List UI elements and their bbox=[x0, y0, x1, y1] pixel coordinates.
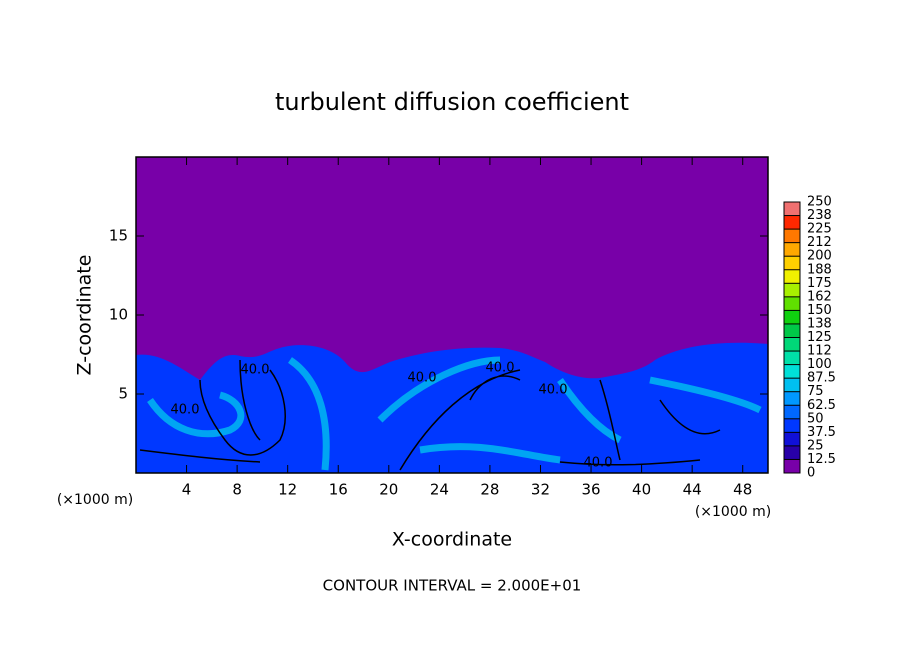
x-tick-label: 40 bbox=[632, 481, 651, 499]
colorbar-label: 162 bbox=[807, 289, 832, 304]
colorbar-label: 37.5 bbox=[807, 425, 836, 440]
contour-line bbox=[139, 359, 721, 471]
colorbar-cell bbox=[784, 378, 800, 392]
x-unit-left: (×1000 m) bbox=[57, 492, 133, 508]
colorbar-label: 138 bbox=[807, 316, 832, 331]
x-tick-label: 48 bbox=[733, 481, 752, 499]
colorbar-label: 12.5 bbox=[807, 452, 836, 467]
contour-label: 40.0 bbox=[539, 383, 568, 398]
x-tick-label: 12 bbox=[278, 481, 297, 499]
colorbar-cell bbox=[784, 310, 800, 324]
colorbar-label: 50 bbox=[807, 411, 824, 426]
colorbar-cell bbox=[784, 296, 800, 311]
y-tick-label: 5 bbox=[118, 385, 128, 403]
colorbar-cell bbox=[784, 242, 800, 257]
chart-title: turbulent diffusion coefficient bbox=[275, 88, 629, 116]
colorbar-cell bbox=[784, 445, 800, 460]
colorbar-cell bbox=[784, 391, 800, 406]
colorbar-label: 112 bbox=[807, 344, 832, 359]
contour-label: 40.0 bbox=[241, 363, 270, 378]
colorbar-label: 0 bbox=[807, 466, 815, 481]
turbulent-streak bbox=[147, 356, 762, 471]
colorbar-cell bbox=[784, 283, 800, 297]
x-axis-label: X-coordinate bbox=[392, 529, 512, 551]
x-tick-label: 36 bbox=[581, 481, 600, 499]
colorbar-label: 175 bbox=[807, 276, 832, 291]
colorbar-label: 125 bbox=[807, 330, 832, 345]
contour-label: 40.0 bbox=[584, 456, 613, 471]
contour-label: 40.0 bbox=[171, 403, 200, 418]
colorbar-cell bbox=[784, 229, 800, 243]
field bbox=[136, 157, 768, 473]
y-tick-label: 15 bbox=[109, 227, 128, 245]
colorbar-cell bbox=[784, 323, 800, 338]
colorbar-label: 212 bbox=[807, 235, 832, 250]
colorbar-label: 100 bbox=[807, 357, 832, 372]
colorbar-label: 75 bbox=[807, 384, 824, 399]
colorbar-label: 25 bbox=[807, 438, 824, 453]
x-tick-label: 32 bbox=[531, 481, 550, 499]
y-axis-label: Z-coordinate bbox=[74, 255, 96, 376]
colorbar-cell bbox=[784, 202, 800, 216]
x-tick-label: 4 bbox=[182, 481, 192, 499]
colorbar-label: 250 bbox=[807, 195, 832, 210]
contour-label: 40.0 bbox=[408, 371, 437, 386]
x-tick-label: 44 bbox=[683, 481, 702, 499]
x-tick-label: 24 bbox=[430, 481, 449, 499]
colorbar-label: 200 bbox=[807, 249, 832, 264]
colorbar-cell bbox=[784, 364, 800, 379]
x-tick-label: 16 bbox=[329, 481, 348, 499]
colorbar-label: 188 bbox=[807, 262, 832, 277]
x-tick-label: 20 bbox=[379, 481, 398, 499]
colorbar-cell bbox=[784, 337, 800, 352]
x-unit-right: (×1000 m) bbox=[695, 504, 771, 520]
colorbar-label: 62.5 bbox=[807, 398, 836, 413]
colorbar-cell bbox=[784, 432, 800, 446]
colorbar-label: 238 bbox=[807, 208, 832, 223]
y-tick-label: 10 bbox=[109, 306, 128, 324]
x-tick-label: 28 bbox=[480, 481, 499, 499]
colorbar-cell bbox=[784, 351, 800, 365]
colorbar-cell bbox=[784, 459, 800, 473]
colorbar-label: 150 bbox=[807, 303, 832, 318]
colorbar-cell bbox=[784, 405, 800, 419]
colorbar-cell bbox=[784, 418, 800, 433]
colorbar-cell bbox=[784, 256, 800, 270]
colorbar-cell bbox=[784, 215, 800, 230]
contour-interval-note: CONTOUR INTERVAL = 2.000E+01 bbox=[323, 577, 582, 595]
contour-label: 40.0 bbox=[486, 361, 515, 376]
turbulent-region bbox=[136, 342, 768, 473]
x-tick-label: 8 bbox=[232, 481, 242, 499]
colorbar-label: 87.5 bbox=[807, 371, 836, 386]
colorbar-label: 225 bbox=[807, 222, 832, 237]
colorbar-cell bbox=[784, 269, 800, 284]
